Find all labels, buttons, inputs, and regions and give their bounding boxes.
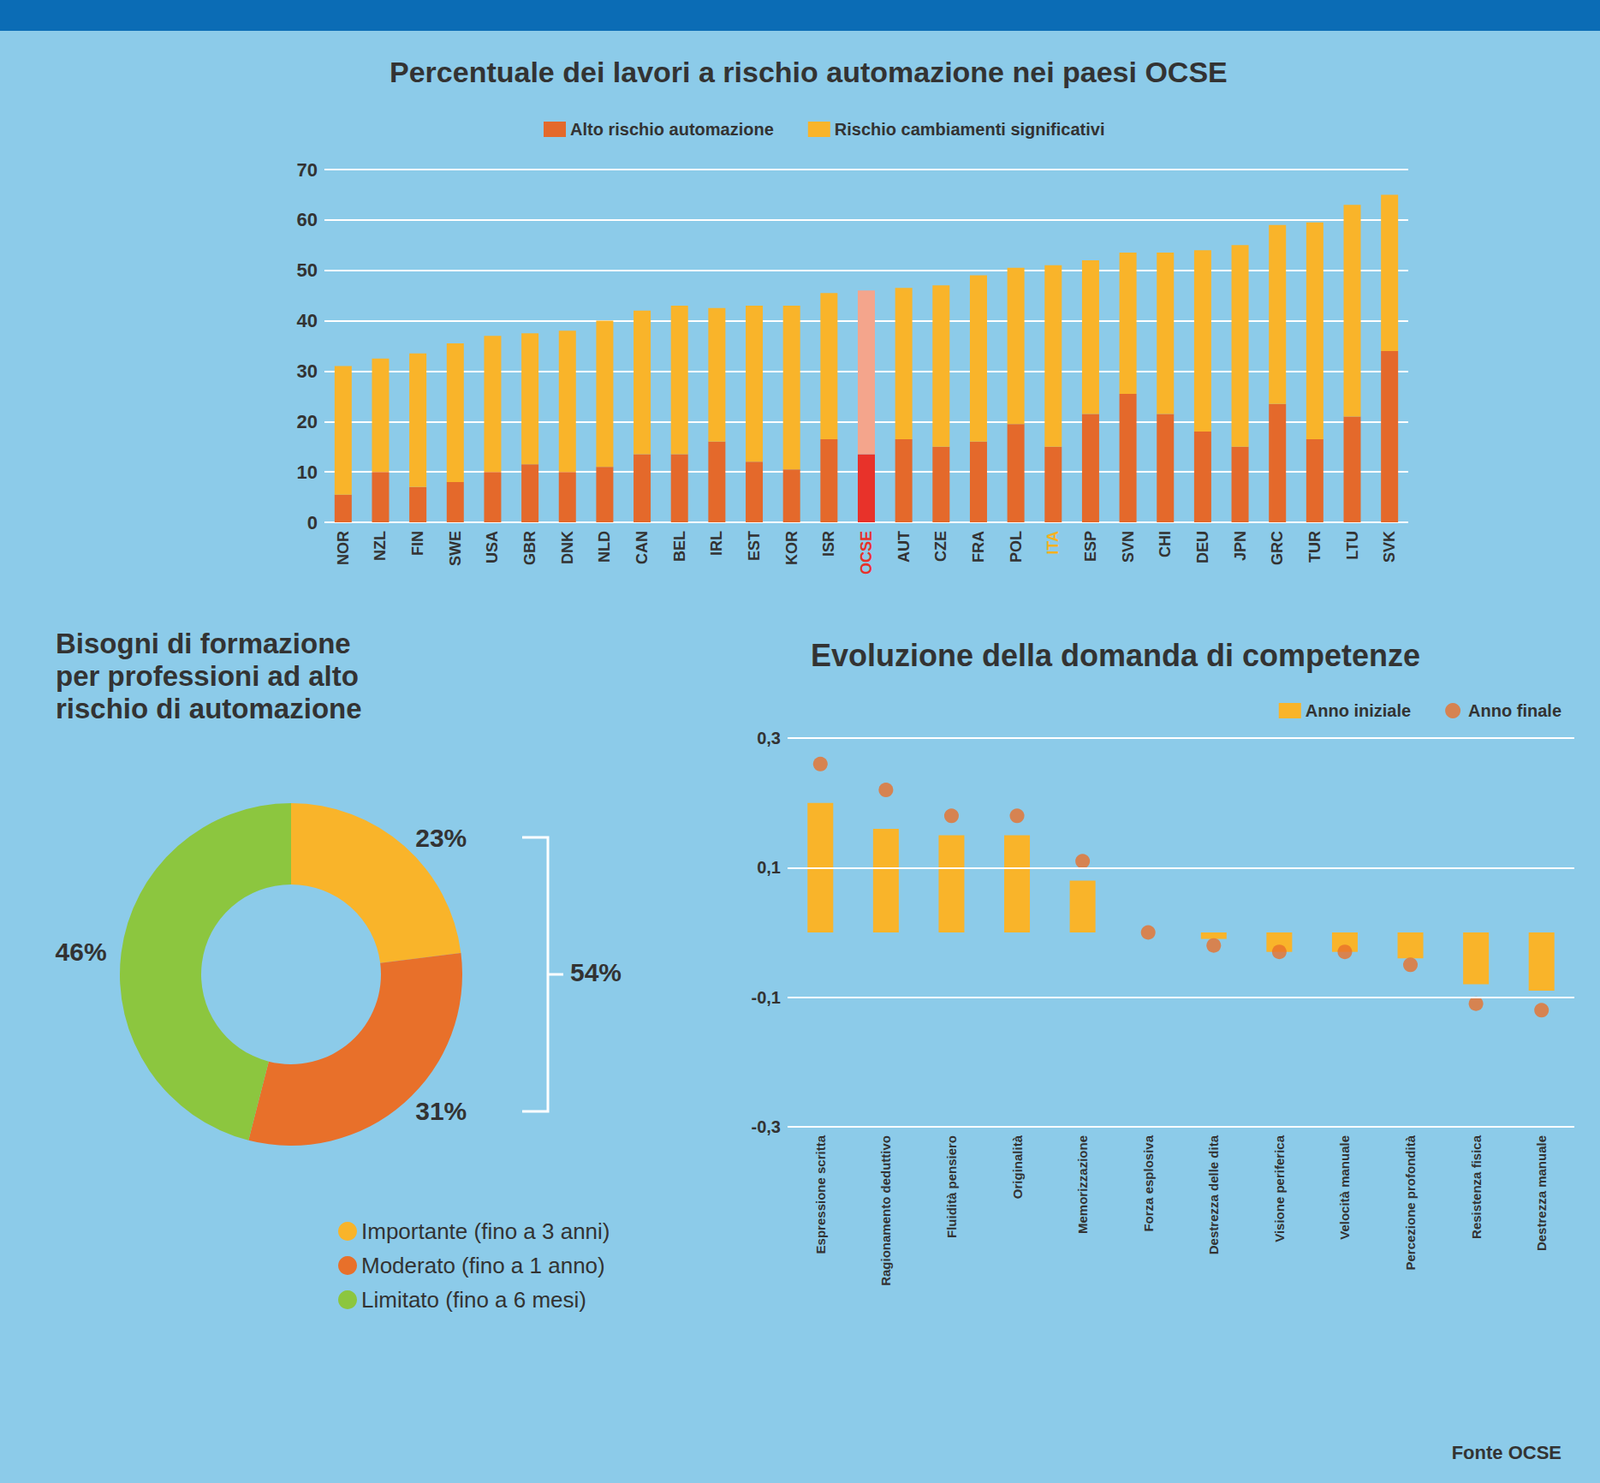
svg-text:NZL: NZL bbox=[371, 530, 389, 561]
svg-text:CAN: CAN bbox=[633, 530, 651, 565]
svg-text:46%: 46% bbox=[55, 937, 108, 966]
svg-text:EST: EST bbox=[745, 530, 763, 561]
svg-text:per professioni ad alto: per professioni ad alto bbox=[55, 660, 359, 692]
svg-text:0,1: 0,1 bbox=[756, 857, 781, 877]
svg-text:GBR: GBR bbox=[521, 530, 539, 566]
svg-text:Percentuale dei lavori a risch: Percentuale dei lavori a rischio automaz… bbox=[389, 55, 1228, 89]
svg-text:DNK: DNK bbox=[559, 530, 577, 565]
svg-text:DEU: DEU bbox=[1194, 530, 1212, 564]
svg-text:GRC: GRC bbox=[1268, 530, 1286, 566]
svg-text:Percezione profondità: Percezione profondità bbox=[1403, 1134, 1418, 1270]
svg-text:TUR: TUR bbox=[1306, 530, 1324, 563]
svg-text:NOR: NOR bbox=[334, 530, 352, 566]
svg-text:Importante (fino a 3 anni): Importante (fino a 3 anni) bbox=[361, 1218, 611, 1244]
svg-text:IRL: IRL bbox=[707, 530, 726, 556]
svg-text:rischio di automazione: rischio di automazione bbox=[55, 692, 363, 725]
svg-text:Resistenza fisica: Resistenza fisica bbox=[1469, 1134, 1484, 1239]
svg-text:70: 70 bbox=[297, 159, 318, 181]
svg-text:Visione periferica: Visione periferica bbox=[1272, 1134, 1287, 1242]
svg-text:0: 0 bbox=[307, 511, 318, 534]
svg-text:OCSE: OCSE bbox=[857, 530, 875, 575]
svg-text:CZE: CZE bbox=[932, 530, 950, 562]
svg-text:NLD: NLD bbox=[595, 530, 613, 563]
svg-text:Alto rischio automazione: Alto rischio automazione bbox=[570, 119, 774, 139]
svg-text:Bisogni di formazione: Bisogni di formazione bbox=[55, 627, 351, 660]
svg-text:31%: 31% bbox=[415, 1096, 467, 1125]
svg-text:0,3: 0,3 bbox=[756, 728, 781, 748]
svg-text:40: 40 bbox=[297, 309, 318, 332]
svg-text:Destrezza delle dita: Destrezza delle dita bbox=[1206, 1134, 1221, 1255]
svg-text:Anno iniziale: Anno iniziale bbox=[1305, 701, 1411, 720]
svg-text:30: 30 bbox=[297, 360, 318, 382]
svg-text:Rischio cambiamenti significat: Rischio cambiamenti significativi bbox=[834, 119, 1106, 139]
svg-text:SWE: SWE bbox=[446, 530, 464, 566]
svg-text:SVN: SVN bbox=[1119, 530, 1137, 563]
svg-text:Moderato (fino a 1 anno): Moderato (fino a 1 anno) bbox=[361, 1252, 606, 1279]
svg-text:ESP: ESP bbox=[1082, 530, 1100, 562]
svg-text:-0,3: -0,3 bbox=[751, 1117, 781, 1137]
svg-text:AUT: AUT bbox=[895, 530, 913, 563]
svg-text:ITA: ITA bbox=[1044, 530, 1062, 555]
svg-text:10: 10 bbox=[297, 461, 318, 483]
svg-text:Anno finale: Anno finale bbox=[1468, 701, 1562, 720]
svg-text:23%: 23% bbox=[415, 823, 467, 852]
svg-text:60: 60 bbox=[297, 208, 318, 231]
svg-text:Forza esplosiva: Forza esplosiva bbox=[1141, 1134, 1156, 1232]
svg-text:FIN: FIN bbox=[409, 530, 427, 556]
svg-text:KOR: KOR bbox=[783, 530, 801, 566]
svg-text:ISR: ISR bbox=[820, 530, 838, 557]
svg-text:Espressione scritta: Espressione scritta bbox=[813, 1134, 828, 1254]
svg-text:FRA: FRA bbox=[969, 530, 988, 563]
svg-text:Fonte OCSE: Fonte OCSE bbox=[1451, 1441, 1562, 1464]
svg-text:Limitato (fino a 6 mesi): Limitato (fino a 6 mesi) bbox=[361, 1286, 587, 1313]
svg-text:JPN: JPN bbox=[1231, 530, 1250, 561]
svg-text:Ragionamento deduttivo: Ragionamento deduttivo bbox=[878, 1135, 893, 1286]
svg-text:USA: USA bbox=[483, 530, 501, 564]
svg-text:Memorizzazione: Memorizzazione bbox=[1075, 1135, 1090, 1234]
svg-text:Originalità: Originalità bbox=[1010, 1134, 1025, 1199]
svg-text:50: 50 bbox=[297, 259, 318, 281]
svg-text:Evoluzione della domanda di co: Evoluzione della domanda di competenze bbox=[810, 637, 1421, 673]
svg-text:BEL: BEL bbox=[671, 530, 689, 562]
svg-text:Destrezza manuale: Destrezza manuale bbox=[1534, 1135, 1549, 1251]
svg-text:-0,1: -0,1 bbox=[751, 987, 781, 1007]
svg-text:CHI: CHI bbox=[1156, 530, 1174, 558]
svg-text:LTU: LTU bbox=[1344, 530, 1362, 560]
svg-text:54%: 54% bbox=[570, 957, 622, 987]
svg-text:POL: POL bbox=[1007, 530, 1025, 563]
svg-text:Velocità manuale: Velocità manuale bbox=[1337, 1135, 1352, 1240]
svg-text:20: 20 bbox=[297, 410, 318, 433]
svg-text:Fluidità pensiero: Fluidità pensiero bbox=[944, 1135, 959, 1238]
svg-text:SVK: SVK bbox=[1380, 530, 1398, 563]
